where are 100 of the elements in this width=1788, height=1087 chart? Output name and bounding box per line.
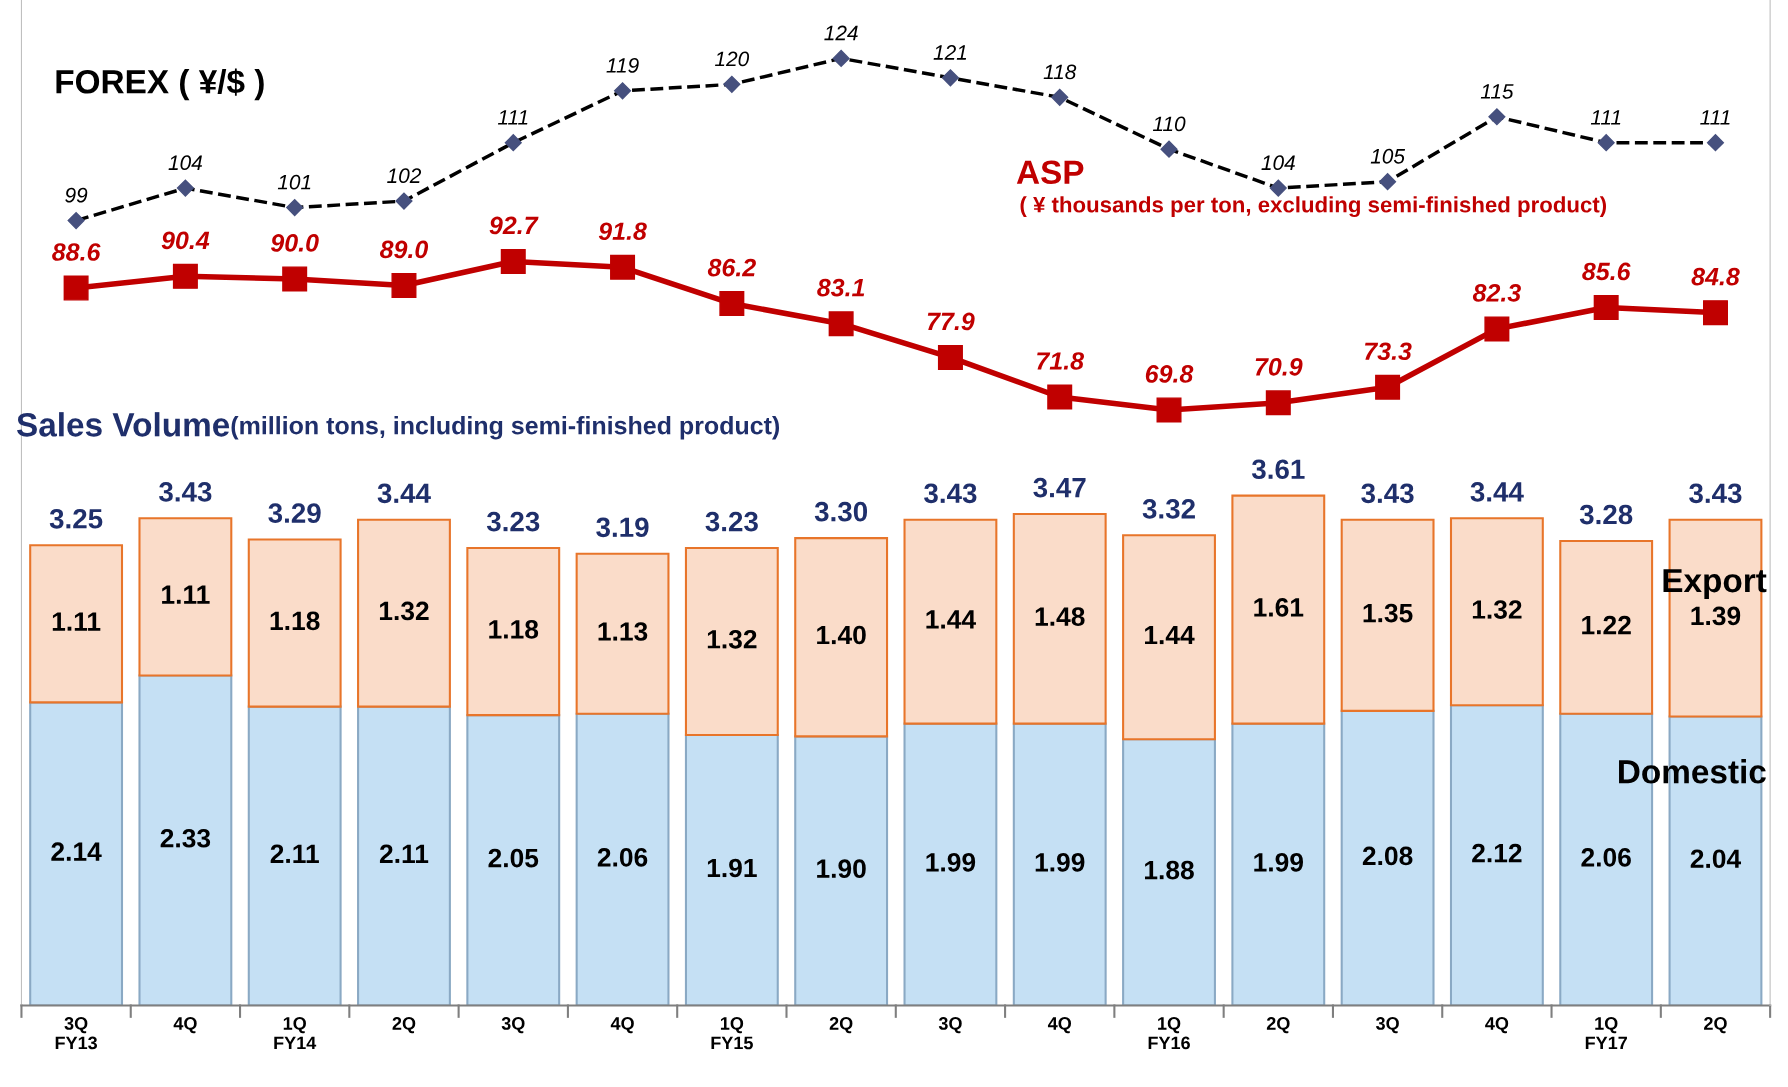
point xyxy=(286,199,304,217)
bar xyxy=(138,517,233,677)
data-label: 1.88 xyxy=(1145,860,1194,880)
x-tick-label: 1Q FY14 xyxy=(274,1017,317,1050)
bar xyxy=(138,674,233,1006)
bar xyxy=(1012,722,1107,1006)
data-label: 120 xyxy=(715,51,750,67)
data-label: 84.8 xyxy=(1691,267,1740,286)
point xyxy=(1051,88,1069,106)
data-label: 91.8 xyxy=(598,222,647,241)
data-label: 1.35 xyxy=(1363,603,1413,623)
data-label: 1.11 xyxy=(162,585,210,604)
data-label: 86.2 xyxy=(707,258,756,277)
point xyxy=(63,275,89,301)
text: Sales Volume xyxy=(16,412,230,437)
data-label: 89.0 xyxy=(379,240,429,259)
bar xyxy=(1559,539,1654,715)
bar xyxy=(466,547,561,717)
x-tick-label: 3Q xyxy=(1375,1017,1399,1034)
x-tick-label: 3Q xyxy=(501,1017,525,1034)
total-label: 3.43 xyxy=(924,483,977,504)
x-tick-label: 2Q xyxy=(392,1017,416,1034)
data-label: 115 xyxy=(1480,84,1514,99)
total-label: 3.43 xyxy=(159,482,212,502)
data-label: 1.13 xyxy=(598,622,648,641)
point xyxy=(1160,140,1178,158)
point xyxy=(395,192,413,210)
data-label: 2.33 xyxy=(160,828,211,848)
total-label: 3.32 xyxy=(1142,499,1195,519)
point xyxy=(1702,300,1728,326)
data-label: 99 xyxy=(65,187,88,203)
bar xyxy=(903,518,998,725)
bar xyxy=(575,552,670,715)
point xyxy=(941,69,959,87)
text: FOREX ( ¥/$ ) xyxy=(56,68,264,101)
data-label: 110 xyxy=(1152,116,1186,132)
data-label: 2.06 xyxy=(1581,848,1631,867)
data-label: 1.99 xyxy=(1254,852,1304,872)
data-label: 77.9 xyxy=(927,312,975,331)
x-tick-label: 2Q xyxy=(1704,1017,1727,1034)
point xyxy=(67,212,85,230)
x-tick-label: 4Q xyxy=(173,1017,197,1034)
total-label: 3.43 xyxy=(1689,483,1742,504)
data-label: 69.8 xyxy=(1145,365,1194,383)
data-label: 2.11 xyxy=(379,844,429,863)
point xyxy=(1269,179,1287,197)
point xyxy=(282,266,308,292)
data-label: 73.3 xyxy=(1365,342,1412,361)
bar xyxy=(357,518,451,708)
bar xyxy=(357,705,451,1006)
data-label: 119 xyxy=(606,58,639,73)
total-label: 3.23 xyxy=(486,511,540,532)
total-label: 3.28 xyxy=(1579,504,1633,525)
point xyxy=(828,311,854,337)
data-label: 88.6 xyxy=(52,243,101,261)
bar xyxy=(575,712,670,1006)
data-label: 105 xyxy=(1370,148,1406,164)
data-label: 121 xyxy=(933,45,967,60)
data-label: 2.05 xyxy=(488,848,539,868)
data-label: 1.90 xyxy=(817,859,866,879)
series-label: Domestic xyxy=(1619,759,1766,784)
data-label: 1.32 xyxy=(379,601,429,621)
data-label: 1.32 xyxy=(1472,600,1522,619)
data-label: 85.6 xyxy=(1582,262,1631,281)
point xyxy=(1593,294,1619,320)
point xyxy=(610,254,636,280)
point xyxy=(1484,316,1510,342)
data-label: 1.44 xyxy=(1145,625,1195,645)
x-tick-label: 3Q xyxy=(938,1017,962,1034)
total-label: 3.30 xyxy=(814,501,868,522)
data-label: 2.06 xyxy=(597,848,648,867)
point xyxy=(172,263,198,289)
total-label: 3.43 xyxy=(1361,483,1414,504)
data-label: 2.12 xyxy=(1472,843,1522,863)
bar xyxy=(1231,494,1326,725)
total-label: 3.61 xyxy=(1251,459,1305,480)
point xyxy=(1265,390,1291,416)
data-label: 111 xyxy=(1700,110,1730,125)
data-label: 71.8 xyxy=(1037,352,1085,370)
bar xyxy=(29,701,124,1006)
point xyxy=(1375,374,1401,400)
data-label: 83.1 xyxy=(817,278,865,297)
data-label: 2.14 xyxy=(51,842,102,861)
data-label: 101 xyxy=(277,174,311,190)
data-label: 1.39 xyxy=(1691,606,1741,626)
total-label: 3.19 xyxy=(596,517,649,538)
data-label: 1.32 xyxy=(707,629,757,649)
data-label: 1.18 xyxy=(270,611,320,631)
point xyxy=(1156,397,1182,423)
bar xyxy=(1340,518,1435,712)
point xyxy=(500,248,526,274)
x-tick-label: 1Q FY17 xyxy=(1585,1017,1627,1050)
bar xyxy=(1340,709,1435,1006)
x-tick-label: 1Q FY16 xyxy=(1148,1017,1190,1050)
bar xyxy=(684,547,779,737)
point xyxy=(1488,108,1506,126)
data-label: 104 xyxy=(168,155,202,171)
x-tick-label: 3Q FY13 xyxy=(55,1017,98,1050)
data-label: 1.18 xyxy=(489,620,539,639)
point xyxy=(391,272,417,298)
